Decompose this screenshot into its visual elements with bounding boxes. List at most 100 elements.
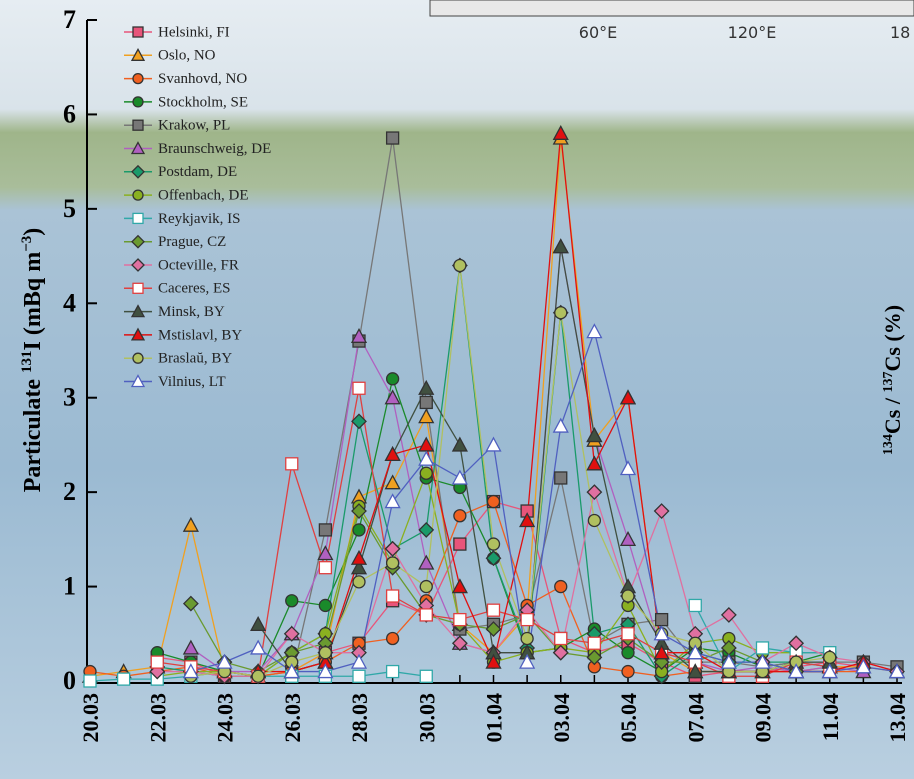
marker [519,512,536,528]
y-tick-label: 1 [63,572,76,601]
x-tick-label: 26.03 [280,693,305,743]
marker [720,606,737,623]
legend-marker [132,352,144,364]
x-tick-label: 22.03 [145,693,170,743]
marker [419,669,433,683]
y-axis-title: Particulate 131I (mBq m−3) [19,228,46,493]
legend-label: Krakow, PL [158,118,230,134]
legend-label: Vilnius, LT [158,374,226,390]
marker [688,598,702,613]
marker [485,653,502,669]
legend-marker [130,47,146,61]
marker [352,669,366,683]
marker [419,395,433,410]
marker [149,663,166,680]
marker [451,469,468,485]
legend-marker [132,96,144,108]
y-tick-label: 3 [63,383,76,412]
marker [216,653,233,669]
marker [451,578,468,594]
legend-marker [132,212,144,225]
map-label: 120°E [728,23,777,42]
marker [384,445,401,462]
marker [653,625,670,641]
marker [384,540,401,557]
marker [384,474,401,490]
marker [384,389,401,405]
legend-label: Reykjavik, IS [158,211,241,227]
legend-label: Braunschweig, DE [158,141,271,157]
legend-label: Minsk, BY [158,304,225,320]
legend-marker [132,72,144,85]
y-tick-label: 2 [63,477,76,506]
legend-label: Prague, CZ [158,234,226,250]
marker [352,575,366,589]
x-tick-label: 09.04 [751,693,776,743]
marker [419,608,433,622]
marker [285,457,299,471]
legend-label: Offenbach, DE [158,188,249,204]
marker [621,664,635,679]
marker [83,674,97,688]
marker [586,649,603,666]
marker [351,413,367,430]
map-label: 18 [890,23,910,42]
marker [520,631,534,646]
marker [754,653,771,669]
marker [587,636,602,650]
marker [317,663,334,679]
marker [419,579,433,594]
marker [318,561,333,575]
x-tick-label: 01.04 [482,693,507,743]
marker [352,523,366,537]
x-tick-label: 07.04 [683,693,708,743]
legend-label: Svanhovd, NO [158,71,247,87]
legend-label: Octeville, FR [158,257,239,273]
x-tick-label: 20.03 [78,693,103,743]
marker [385,631,400,646]
y-tick-label: 4 [63,288,76,317]
marker [486,603,501,617]
marker [586,427,603,443]
y-tick-label: 0 [63,666,76,695]
marker [116,672,131,686]
legend-marker [131,258,145,272]
marker [385,131,400,145]
y-tick-label: 7 [63,5,76,34]
legend: Helsinki, FI Oslo, NO Svanhovd, NO Stockhol… [124,24,271,390]
map-label: 60°E [579,23,617,42]
legend-marker [132,119,144,131]
x-tick-label: 30.03 [414,693,439,743]
marker [520,612,534,627]
marker [586,484,603,501]
legend-label: Braslaŭ, BY [158,351,232,367]
marker [519,653,536,669]
marker [687,663,704,679]
x-tick-label: 03.04 [549,693,574,743]
legend-marker [130,374,146,388]
marker [823,650,837,665]
marker [418,379,435,395]
legend-label: Oslo, NO [158,48,216,64]
marker [653,503,670,519]
marker [419,466,433,480]
x-tick-label: 11.04 [818,693,843,741]
marker [720,653,737,669]
marker [621,627,635,641]
marker [486,537,501,551]
marker [453,509,467,523]
marker [318,523,333,537]
marker [888,663,906,679]
marker [855,658,872,674]
y-tick-label: 6 [63,99,76,128]
marker [250,639,267,655]
x-tick-label: 05.04 [616,693,641,743]
marker [687,644,704,660]
x-tick-label: 28.03 [347,693,372,743]
marker [250,615,267,631]
marker [554,471,568,485]
marker [453,612,467,627]
series-line [190,329,898,673]
plot: 0 1 2 3 4 5 6 7 20.03 22.03 24.03 26.03 28.03 30.03 01… [63,5,910,743]
